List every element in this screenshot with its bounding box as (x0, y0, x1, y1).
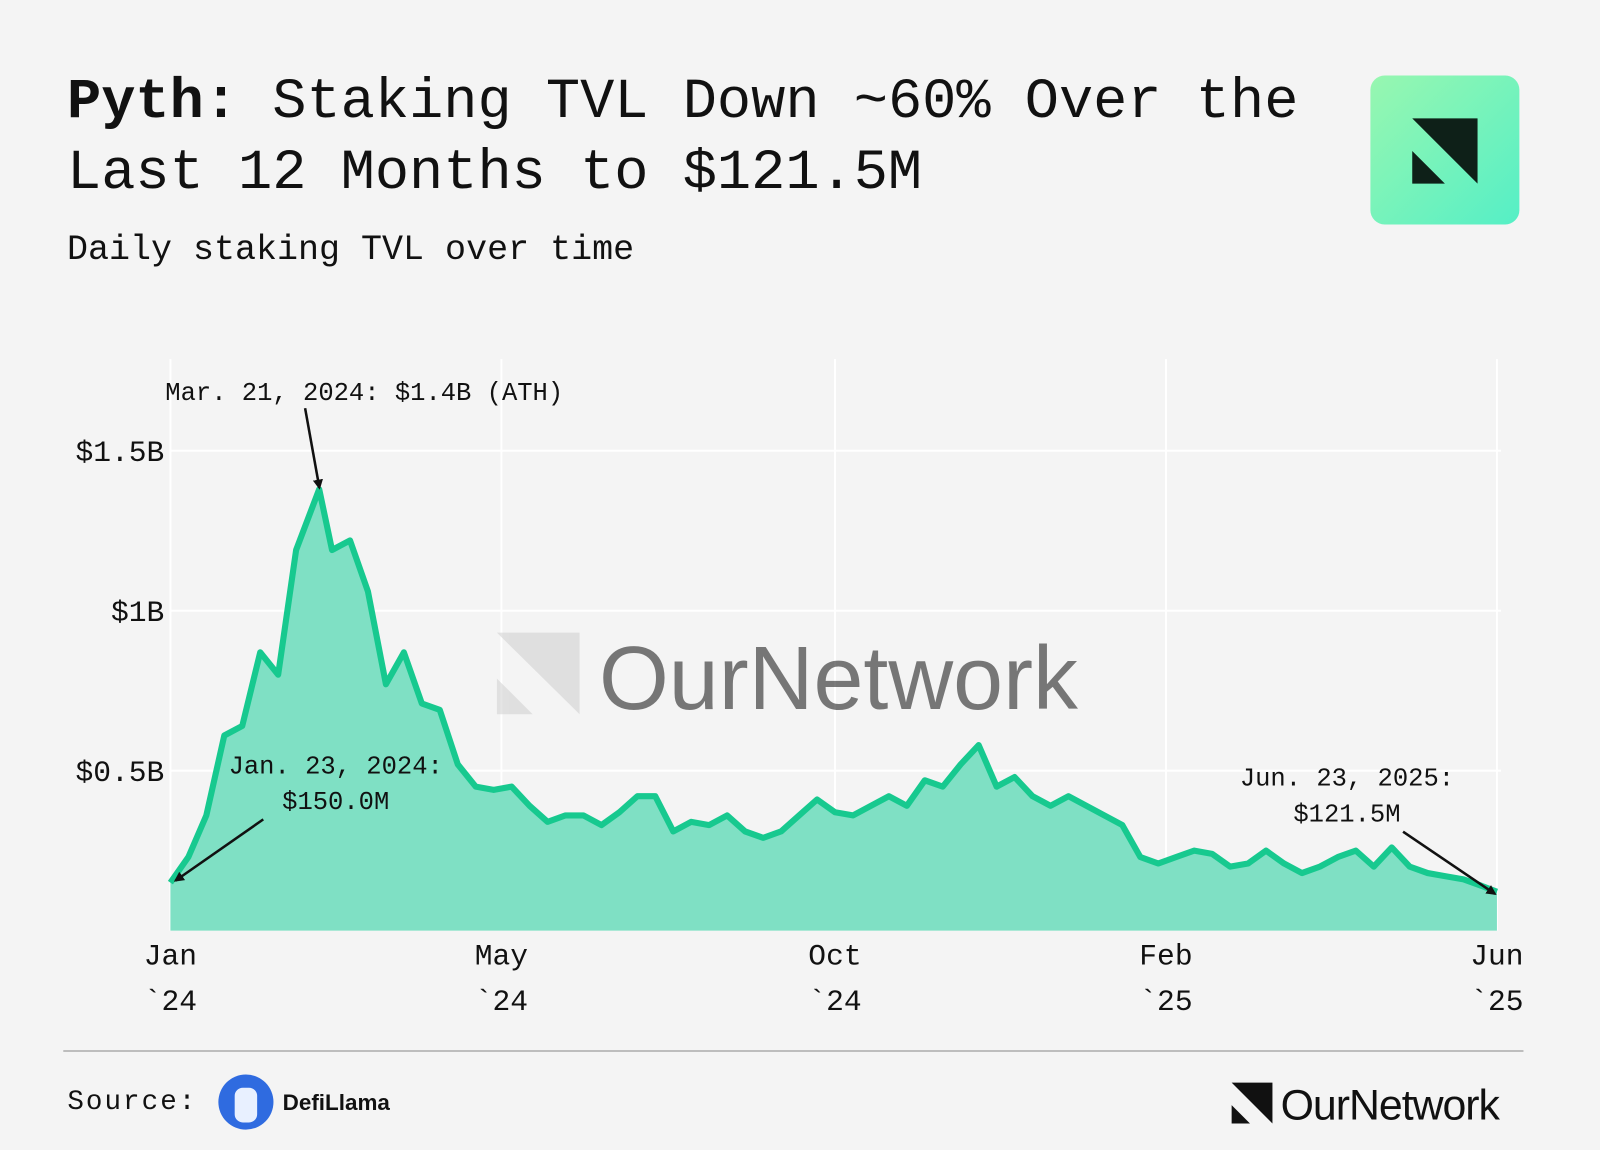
x-tick-label-box: Feb `25 (1139, 939, 1193, 1020)
annotation: Mar. 21, 2024: $1.4B (ATH) (165, 379, 563, 408)
source: DefiLlama (283, 1090, 391, 1115)
line (167, 486, 1499, 895)
x-tick-label-box: Oct `24 (808, 939, 862, 1020)
title-lead: Pyth: (67, 71, 239, 135)
logo-mark (1412, 118, 1478, 184)
y-tick-label: $1B (111, 596, 164, 630)
watermark-group: OurNetwork (496, 629, 1079, 729)
grid (169, 359, 1502, 931)
plot (167, 486, 1499, 931)
title-text: Staking TVL Down ~60% Over the Last 12 M… (67, 71, 1299, 206)
annotation-arrow (303, 407, 323, 490)
x-tick-label: Jun `25 (1470, 939, 1524, 1020)
logo (1370, 75, 1520, 225)
source-logo (218, 1074, 274, 1130)
annotations: Mar. 21, 2024: $1.4B (ATH) Jan. 23, 2024… (165, 379, 1497, 896)
watermark-logo (496, 632, 580, 715)
x-tick-label: Oct `24 (808, 939, 862, 1020)
source-icon-detail (234, 1087, 258, 1123)
subtitle: Daily staking TVL over time (67, 230, 635, 270)
x-tick-label-box: May `24 (474, 939, 529, 1020)
annotation-arrow (1402, 830, 1497, 896)
source-label: Source: (67, 1087, 197, 1118)
x-tick-label: Feb `25 (1139, 939, 1193, 1020)
chart-title: Pyth: Staking TVL Down ~60% Over the Las… (67, 68, 1367, 210)
x-tick-label: May `24 (474, 939, 529, 1020)
y-tick-label: $0.5B (76, 756, 165, 790)
area (170, 489, 1497, 931)
annotation-arrow (173, 818, 264, 882)
brand-logo (1231, 1082, 1273, 1124)
brand: OurNetwork (1281, 1081, 1501, 1129)
x-tick-label-box: Jan `24 (143, 939, 198, 1020)
annotation: Jan. 23, 2024: (229, 752, 443, 781)
y-tick-label: $1.5B (76, 436, 165, 470)
annotation: $150.0M (282, 788, 389, 817)
annotation: $121.5M (1293, 800, 1400, 829)
annotation: Jun. 23, 2025: (1240, 765, 1454, 794)
x-tick-label-box: Jun `25 (1470, 939, 1524, 1020)
x-tick-label: Jan `24 (143, 939, 198, 1020)
watermark: OurNetwork (599, 629, 1079, 729)
